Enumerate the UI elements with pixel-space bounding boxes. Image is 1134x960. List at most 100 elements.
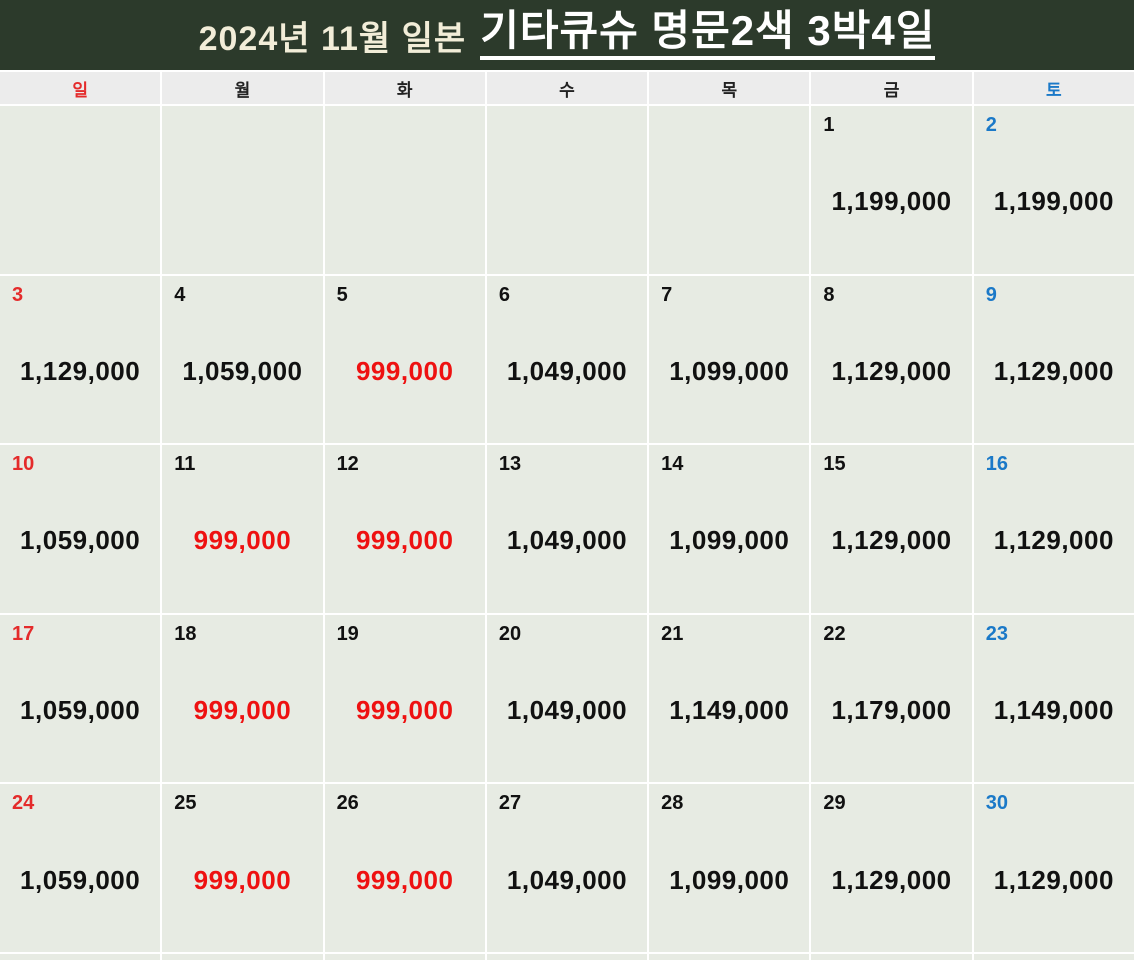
price: 1,059,000 <box>182 355 303 386</box>
calendar-cell[interactable]: 28 1,099,000 <box>649 784 810 952</box>
price-wrap: 999,000 <box>337 647 473 775</box>
day-number <box>499 114 635 138</box>
day-number: 27 <box>498 792 522 815</box>
price: 1,049,000 <box>506 355 628 386</box>
calendar-cell[interactable]: 7 1,099,000 <box>649 275 810 444</box>
day-number: 3 <box>12 283 24 306</box>
price: 1,099,000 <box>669 525 790 556</box>
price-wrap: 1,129,000 <box>823 816 959 944</box>
calendar-cell[interactable]: 27 1,049,000 <box>486 784 648 952</box>
calendar-cell[interactable]: 18 999,000 <box>162 614 323 783</box>
day-number: 12 <box>336 453 359 476</box>
calendar-cell[interactable] <box>324 954 485 960</box>
weekday-header-row: 일 월 화 수 목 금 토 <box>0 72 1134 104</box>
calendar-cell[interactable]: 14 1,099,000 <box>649 445 810 613</box>
price: 1,129,000 <box>20 355 141 386</box>
calendar-grid: 1 1,199,000 2 1,199,000 3 1,129,000 4 1,… <box>0 106 1134 960</box>
weekday-header-cell: 화 <box>324 72 485 104</box>
calendar-cell[interactable] <box>324 106 485 274</box>
calendar-cell[interactable] <box>811 954 972 960</box>
price-wrap: 1,099,000 <box>661 308 797 436</box>
weekday-label: 일 <box>72 80 88 100</box>
day-number: 26 <box>336 792 359 815</box>
calendar-cell[interactable]: 25 999,000 <box>162 784 323 952</box>
calendar-cell[interactable]: 29 1,129,000 <box>811 784 972 952</box>
price-wrap <box>174 138 310 266</box>
price-wrap: 1,129,000 <box>823 477 959 605</box>
day-number: 11 <box>174 453 196 476</box>
calendar-cell[interactable] <box>0 954 161 960</box>
weekday-header-cell: 목 <box>649 72 810 104</box>
price-wrap: 999,000 <box>337 816 473 944</box>
calendar-cell[interactable] <box>162 954 323 960</box>
weekday-header-cell: 수 <box>486 72 648 104</box>
weekday-label: 수 <box>559 80 575 100</box>
price-wrap: 1,149,000 <box>986 647 1122 775</box>
day-number: 22 <box>823 622 846 645</box>
calendar-cell[interactable]: 2 1,199,000 <box>973 106 1134 274</box>
calendar-cell[interactable]: 26 999,000 <box>324 784 485 952</box>
price: 1,059,000 <box>20 864 141 895</box>
price-wrap: 999,000 <box>337 308 473 436</box>
calendar-cell[interactable]: 5 999,000 <box>324 275 485 444</box>
day-number: 5 <box>336 283 348 306</box>
price: 1,199,000 <box>993 186 1114 217</box>
price: 1,129,000 <box>993 525 1114 556</box>
day-number <box>174 114 310 138</box>
day-number: 20 <box>498 622 522 645</box>
calendar-cell[interactable]: 22 1,179,000 <box>811 614 972 783</box>
calendar-cell[interactable]: 23 1,149,000 <box>973 614 1134 783</box>
calendar-cell[interactable]: 16 1,129,000 <box>973 445 1134 613</box>
day-number: 19 <box>336 622 359 645</box>
weekday-header-cell: 월 <box>162 72 323 104</box>
calendar-cell[interactable]: 11 999,000 <box>162 445 323 613</box>
day-number: 18 <box>174 622 197 645</box>
calendar-cell[interactable]: 24 1,059,000 <box>0 784 161 952</box>
calendar-cell[interactable]: 12 999,000 <box>324 445 485 613</box>
price: 1,049,000 <box>506 525 628 556</box>
calendar-cell[interactable]: 17 1,059,000 <box>0 614 161 783</box>
calendar-cell[interactable] <box>486 106 648 274</box>
calendar-cell[interactable]: 8 1,129,000 <box>811 275 972 444</box>
calendar-cell[interactable]: 15 1,129,000 <box>811 445 972 613</box>
price: 1,149,000 <box>669 695 790 726</box>
calendar-cell[interactable]: 10 1,059,000 <box>0 445 161 613</box>
price-wrap: 999,000 <box>174 647 310 775</box>
calendar-cell[interactable] <box>973 954 1134 960</box>
price: 1,099,000 <box>669 355 790 386</box>
calendar-cell[interactable]: 4 1,059,000 <box>162 275 323 444</box>
calendar-cell[interactable]: 6 1,049,000 <box>486 275 648 444</box>
day-number: 10 <box>12 453 35 476</box>
calendar-cell[interactable]: 9 1,129,000 <box>973 275 1134 444</box>
price: 1,059,000 <box>20 525 141 556</box>
calendar-cell[interactable]: 21 1,149,000 <box>649 614 810 783</box>
price-wrap: 1,129,000 <box>12 308 148 436</box>
price: 1,059,000 <box>20 695 141 726</box>
price: 1,129,000 <box>993 864 1114 895</box>
calendar-cell[interactable] <box>162 106 323 274</box>
calendar-cell[interactable] <box>486 954 648 960</box>
day-number: 29 <box>823 792 846 815</box>
price: 999,000 <box>355 525 454 556</box>
calendar-cell[interactable] <box>649 954 810 960</box>
calendar-cell[interactable]: 1 1,199,000 <box>811 106 972 274</box>
day-number: 2 <box>985 114 997 136</box>
price: 1,129,000 <box>993 355 1114 386</box>
day-number: 14 <box>661 453 684 476</box>
price: 999,000 <box>355 864 454 895</box>
calendar-cell[interactable]: 20 1,049,000 <box>486 614 648 783</box>
calendar-cell[interactable]: 19 999,000 <box>324 614 485 783</box>
calendar-cell[interactable]: 30 1,129,000 <box>973 784 1134 952</box>
price-wrap: 1,129,000 <box>986 308 1122 436</box>
price-wrap: 1,199,000 <box>986 138 1122 266</box>
calendar-cell[interactable]: 13 1,049,000 <box>486 445 648 613</box>
price-wrap: 999,000 <box>337 477 473 605</box>
calendar-cell[interactable] <box>0 106 161 274</box>
day-number: 21 <box>661 622 684 645</box>
price: 1,149,000 <box>993 695 1114 726</box>
price-wrap <box>499 138 635 266</box>
calendar-cell[interactable] <box>649 106 810 274</box>
calendar-cell[interactable]: 3 1,129,000 <box>0 275 161 444</box>
price: 999,000 <box>355 695 454 726</box>
page-title-main: 기타큐슈 명문2색 3박4일 <box>480 10 936 60</box>
